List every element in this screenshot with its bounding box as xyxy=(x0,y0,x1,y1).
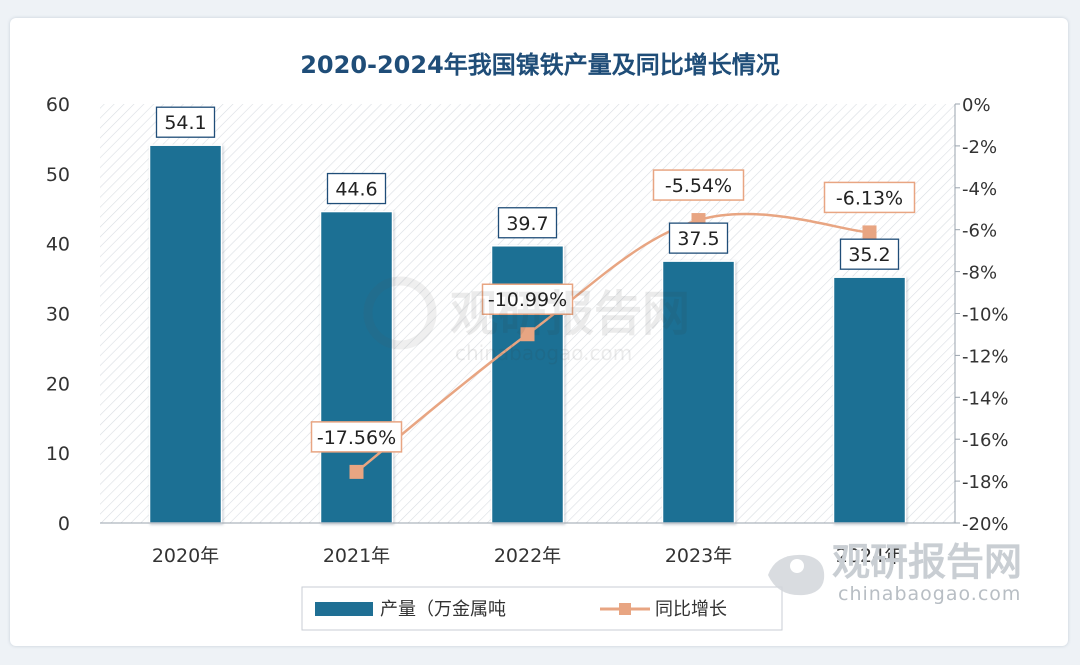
line-marker xyxy=(349,464,364,479)
line-data-label: -10.99% xyxy=(488,289,567,311)
line-data-label: -6.13% xyxy=(836,187,903,209)
bar-label-box xyxy=(326,172,387,205)
line-label-box xyxy=(310,421,403,453)
right-tick-label: -18% xyxy=(962,472,1009,493)
left-tick-label: 10 xyxy=(46,443,70,465)
bar-data-labels: 54.1 44.6 39.7 37.5 35.2 xyxy=(155,106,900,270)
left-tick-label: 50 xyxy=(46,164,70,186)
right-tick-label: 0% xyxy=(962,95,991,116)
x-tick-label: 2022年 xyxy=(494,545,561,567)
left-tick-label: 30 xyxy=(46,304,70,326)
legend-bar-label: 产量（万金属吨 xyxy=(380,599,506,620)
right-tick-label: -6% xyxy=(962,221,997,242)
chart-title: 2020-2024年我国镍铁产量及同比增长情况 xyxy=(300,51,780,79)
x-tick-label: 2024年 xyxy=(836,545,903,567)
line-label-box xyxy=(823,181,916,214)
corner-watermark-logo-icon xyxy=(768,554,825,596)
bar xyxy=(148,144,223,524)
right-tick-label: -2% xyxy=(962,137,997,158)
bar-data-label: 44.6 xyxy=(335,179,377,201)
legend-line-label: 同比增长 xyxy=(655,599,727,620)
line-data-label: -17.56% xyxy=(317,427,396,449)
left-tick-label: 20 xyxy=(46,373,70,395)
legend-box xyxy=(301,586,783,631)
left-tick-label: 40 xyxy=(46,234,70,256)
bar-data-label: 39.7 xyxy=(506,213,548,235)
corner-watermark-logo-dot xyxy=(790,559,804,573)
line-label-box xyxy=(652,169,745,201)
corner-watermark: 观研报告网 chinabaogao.com xyxy=(768,540,1022,605)
x-axis: 2020年 2021年 2022年 2023年 2024年 xyxy=(100,522,955,567)
legend: 产量（万金属吨 同比增长 xyxy=(301,586,783,631)
bar-label-box xyxy=(497,207,558,239)
legend-line-marker xyxy=(619,603,631,615)
line-marker xyxy=(520,327,535,342)
growth-line xyxy=(355,212,870,473)
line-label-box xyxy=(481,283,574,315)
bar xyxy=(832,276,907,524)
watermark-logo-icon xyxy=(363,276,437,350)
corner-watermark-url: chinabaogao.com xyxy=(838,583,1021,605)
bar-label-box xyxy=(668,222,729,254)
bar xyxy=(661,260,736,524)
bar-data-label: 54.1 xyxy=(164,112,206,134)
right-tick-label: -12% xyxy=(962,346,1009,367)
line-data-label: -5.54% xyxy=(665,175,732,197)
center-watermark: 观研报告网 chinabaogao.com xyxy=(363,276,690,365)
center-watermark-url: chinabaogao.com xyxy=(455,341,632,365)
bar-data-label: 37.5 xyxy=(677,228,719,250)
bar-label-box xyxy=(155,106,216,138)
corner-watermark-brand: 观研报告网 xyxy=(832,540,1022,584)
right-tick-label: -4% xyxy=(962,179,997,200)
center-watermark-brand: 观研报告网 xyxy=(450,286,690,342)
legend-bar-swatch xyxy=(315,602,373,616)
line-data-labels: -17.56% -10.99% -5.54% -6.13% xyxy=(310,169,916,453)
right-tick-label: -14% xyxy=(962,388,1009,409)
line-marker xyxy=(862,225,877,240)
right-axis: 0% -2% -4% -6% -8% -10% -12% -14% -16% -18% -20% xyxy=(954,95,1009,535)
left-tick-label: 60 xyxy=(46,94,70,116)
right-tick-label: -16% xyxy=(962,430,1009,451)
x-tick-label: 2023年 xyxy=(665,545,732,567)
x-tick-label: 2020年 xyxy=(152,545,219,567)
right-tick-label: -8% xyxy=(962,263,997,284)
bar-data-label: 35.2 xyxy=(848,244,890,266)
right-tick-label: -20% xyxy=(962,514,1009,535)
left-tick-label: 0 xyxy=(58,513,70,535)
x-tick-label: 2021年 xyxy=(323,545,390,567)
right-tick-label: -10% xyxy=(962,305,1009,326)
bar-label-box xyxy=(839,238,900,270)
left-axis: 0 10 20 30 40 50 60 xyxy=(46,94,70,535)
